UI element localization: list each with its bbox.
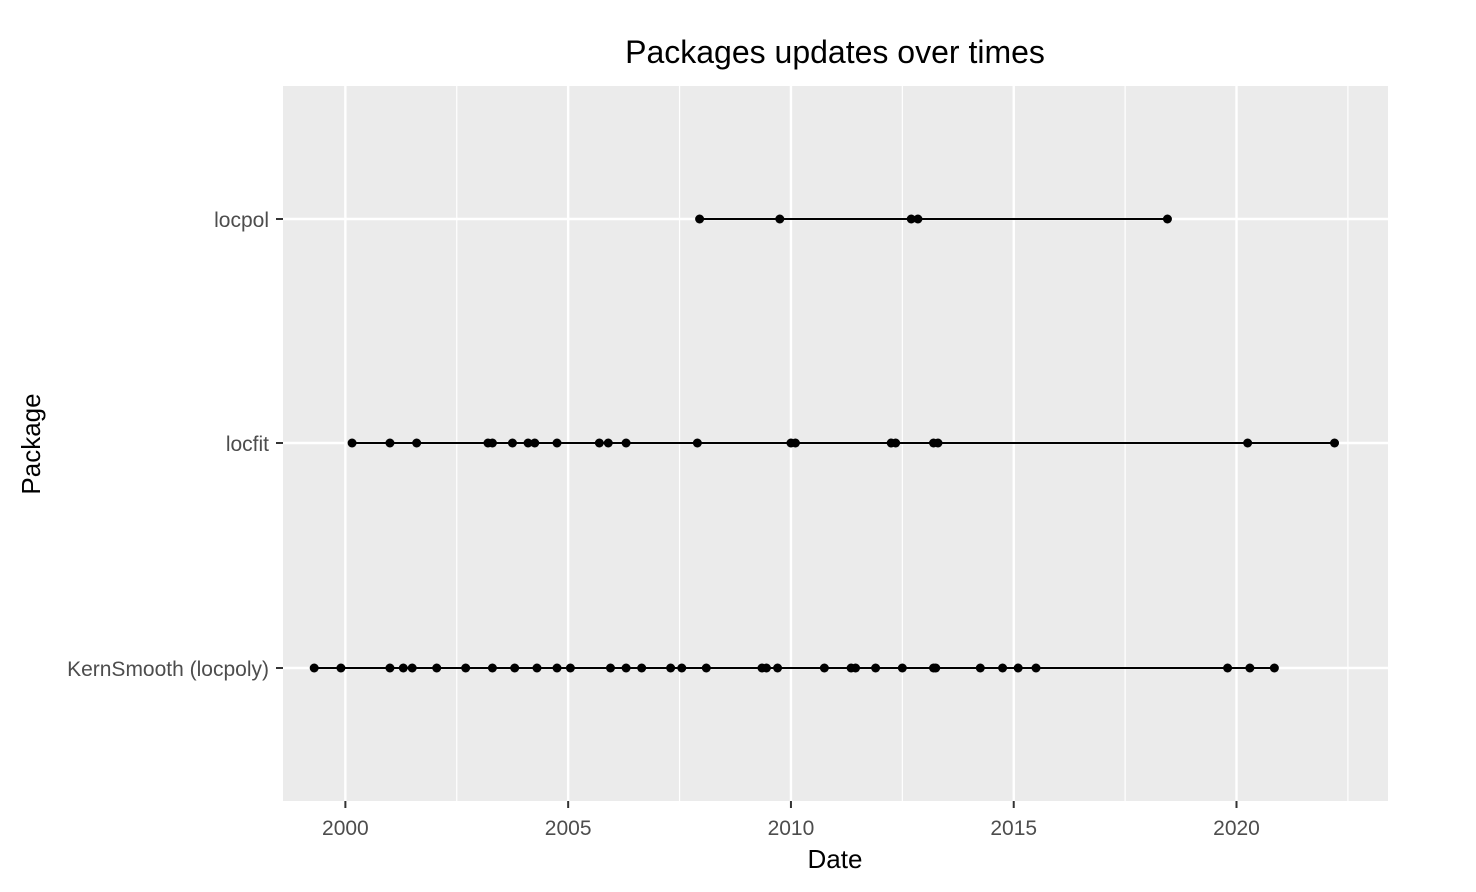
x-tick-label: 2010: [768, 817, 815, 840]
data-point: [1269, 663, 1279, 673]
data-point: [933, 438, 943, 448]
x-tick-label: 2015: [990, 817, 1037, 840]
data-point: [605, 663, 615, 673]
series-locfit: [347, 438, 1340, 448]
data-point: [530, 438, 540, 448]
x-tick-label: 2020: [1213, 817, 1260, 840]
data-point: [1162, 214, 1172, 224]
data-point: [461, 663, 471, 673]
data-point: [398, 663, 408, 673]
data-point: [487, 663, 497, 673]
data-point: [1013, 663, 1023, 673]
data-point: [775, 214, 785, 224]
series-locpol: [695, 214, 1172, 224]
data-point: [412, 438, 422, 448]
data-point: [336, 663, 346, 673]
data-point: [637, 663, 647, 673]
data-point: [621, 663, 631, 673]
data-point: [1031, 663, 1041, 673]
data-point: [1223, 663, 1233, 673]
data-point: [692, 438, 702, 448]
y-tick-label: locfit: [226, 433, 269, 456]
data-point: [347, 438, 357, 448]
data-point: [790, 438, 800, 448]
data-point: [552, 438, 562, 448]
data-point: [523, 438, 533, 448]
data-point: [851, 663, 861, 673]
data-point: [407, 663, 417, 673]
data-point: [487, 438, 497, 448]
data-point: [532, 663, 542, 673]
chart-title: Packages updates over times: [625, 34, 1045, 70]
x-tick-label: 2000: [322, 817, 369, 840]
data-point: [677, 663, 687, 673]
data-point: [565, 663, 575, 673]
y-axis-title: Package: [16, 393, 46, 494]
data-point: [701, 663, 711, 673]
x-axis-title: Date: [808, 844, 863, 874]
data-point: [761, 663, 771, 673]
data-point: [666, 663, 676, 673]
data-point: [603, 438, 613, 448]
y-tick-label: locpol: [214, 209, 269, 232]
data-point: [621, 438, 631, 448]
data-point: [906, 214, 916, 224]
data-point: [913, 214, 923, 224]
data-point: [975, 663, 985, 673]
data-point: [998, 663, 1008, 673]
data-point: [695, 214, 705, 224]
data-point: [773, 663, 783, 673]
series: [309, 214, 1340, 673]
y-tick-label: KernSmooth (locpoly): [67, 658, 269, 681]
axes: 2000 2005 2010 2015 2020 KernSmooth (locpoly)…: [67, 209, 1260, 840]
x-tick-label: 2005: [545, 817, 592, 840]
data-point: [1245, 663, 1255, 673]
data-point: [309, 663, 319, 673]
data-point: [594, 438, 604, 448]
data-point: [897, 663, 907, 673]
data-point: [385, 663, 395, 673]
data-point: [510, 663, 520, 673]
series-kernsmooth-locpoly: [309, 663, 1279, 673]
data-point: [871, 663, 881, 673]
data-point: [819, 663, 829, 673]
data-point: [1243, 438, 1253, 448]
data-point: [385, 438, 395, 448]
data-point: [507, 438, 517, 448]
data-point: [552, 663, 562, 673]
data-point: [931, 663, 941, 673]
data-point: [432, 663, 442, 673]
data-point: [1330, 438, 1340, 448]
data-point: [891, 438, 901, 448]
